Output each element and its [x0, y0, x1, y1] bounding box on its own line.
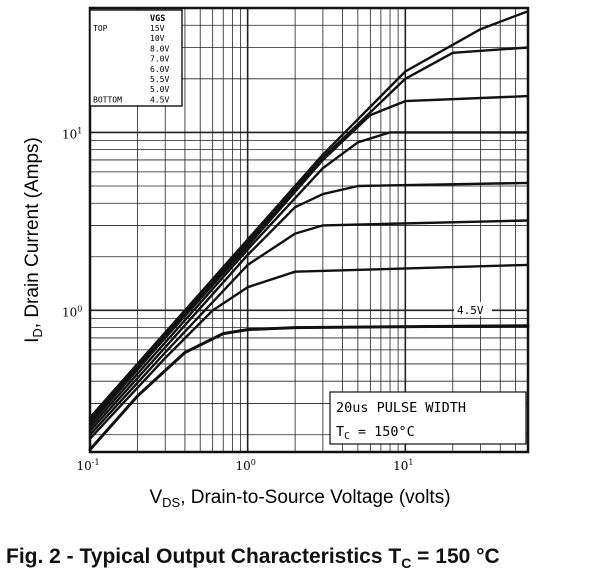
- curve-15V: [88, 10, 530, 419]
- curves: [88, 10, 530, 452]
- legend-row-value: 5.0V: [150, 85, 169, 94]
- curve-8-0V: [88, 94, 530, 426]
- legend-row-value: 6.0V: [150, 65, 169, 74]
- x-axis-label: VDS, Drain-to-Source Voltage (volts): [149, 487, 450, 510]
- curve-10V: [88, 46, 530, 422]
- legend-row-value: 7.0V: [150, 55, 169, 64]
- curve-label-bg: [454, 302, 492, 316]
- plot-frame: [88, 6, 530, 454]
- x-tick-label: 100: [235, 458, 255, 473]
- temperature-text: TC = 150°C: [336, 424, 415, 442]
- legend-row-value: 10V: [150, 34, 165, 43]
- legend-row-value: 5.5V: [150, 75, 169, 84]
- legend-header: VGS: [150, 14, 165, 24]
- legend-box: [89, 9, 183, 107]
- x-tick-labels: 10-1 100 101: [76, 458, 413, 473]
- y-axis-label: ID, Drain Current (Amps): [22, 137, 45, 343]
- legend-row-value: 8.0V: [150, 44, 169, 53]
- curve-5-0V: [88, 263, 530, 440]
- y-tick-label: 100: [62, 304, 82, 319]
- legend-row-label: BOTTOM: [93, 95, 122, 104]
- curve-5-5V: [88, 219, 530, 436]
- curve-7-0V: [88, 131, 530, 429]
- figure-caption: Fig. 2 - Typical Output Characteristics …: [6, 545, 500, 572]
- pulse-annotation: 20us PULSE WIDTH TC = 150°C: [329, 391, 527, 445]
- y-tick-labels: 100 101: [62, 126, 82, 319]
- legend-row-value: 4.5V: [150, 95, 169, 104]
- grid: [89, 7, 529, 452]
- curve-label-4-5v: 4.5V: [457, 304, 484, 317]
- x-tick-label: 10-1: [76, 458, 99, 473]
- curve-6-0V: [88, 181, 530, 433]
- pulse-width-text: 20us PULSE WIDTH: [336, 400, 466, 416]
- y-tick-label: 101: [62, 126, 82, 141]
- legend-row-label: TOP: [93, 24, 108, 33]
- curve-4-5V: [88, 324, 530, 452]
- x-tick-label: 101: [393, 458, 413, 473]
- legend-row-value: 15V: [150, 24, 165, 33]
- pulse-annotation-box: [329, 391, 527, 445]
